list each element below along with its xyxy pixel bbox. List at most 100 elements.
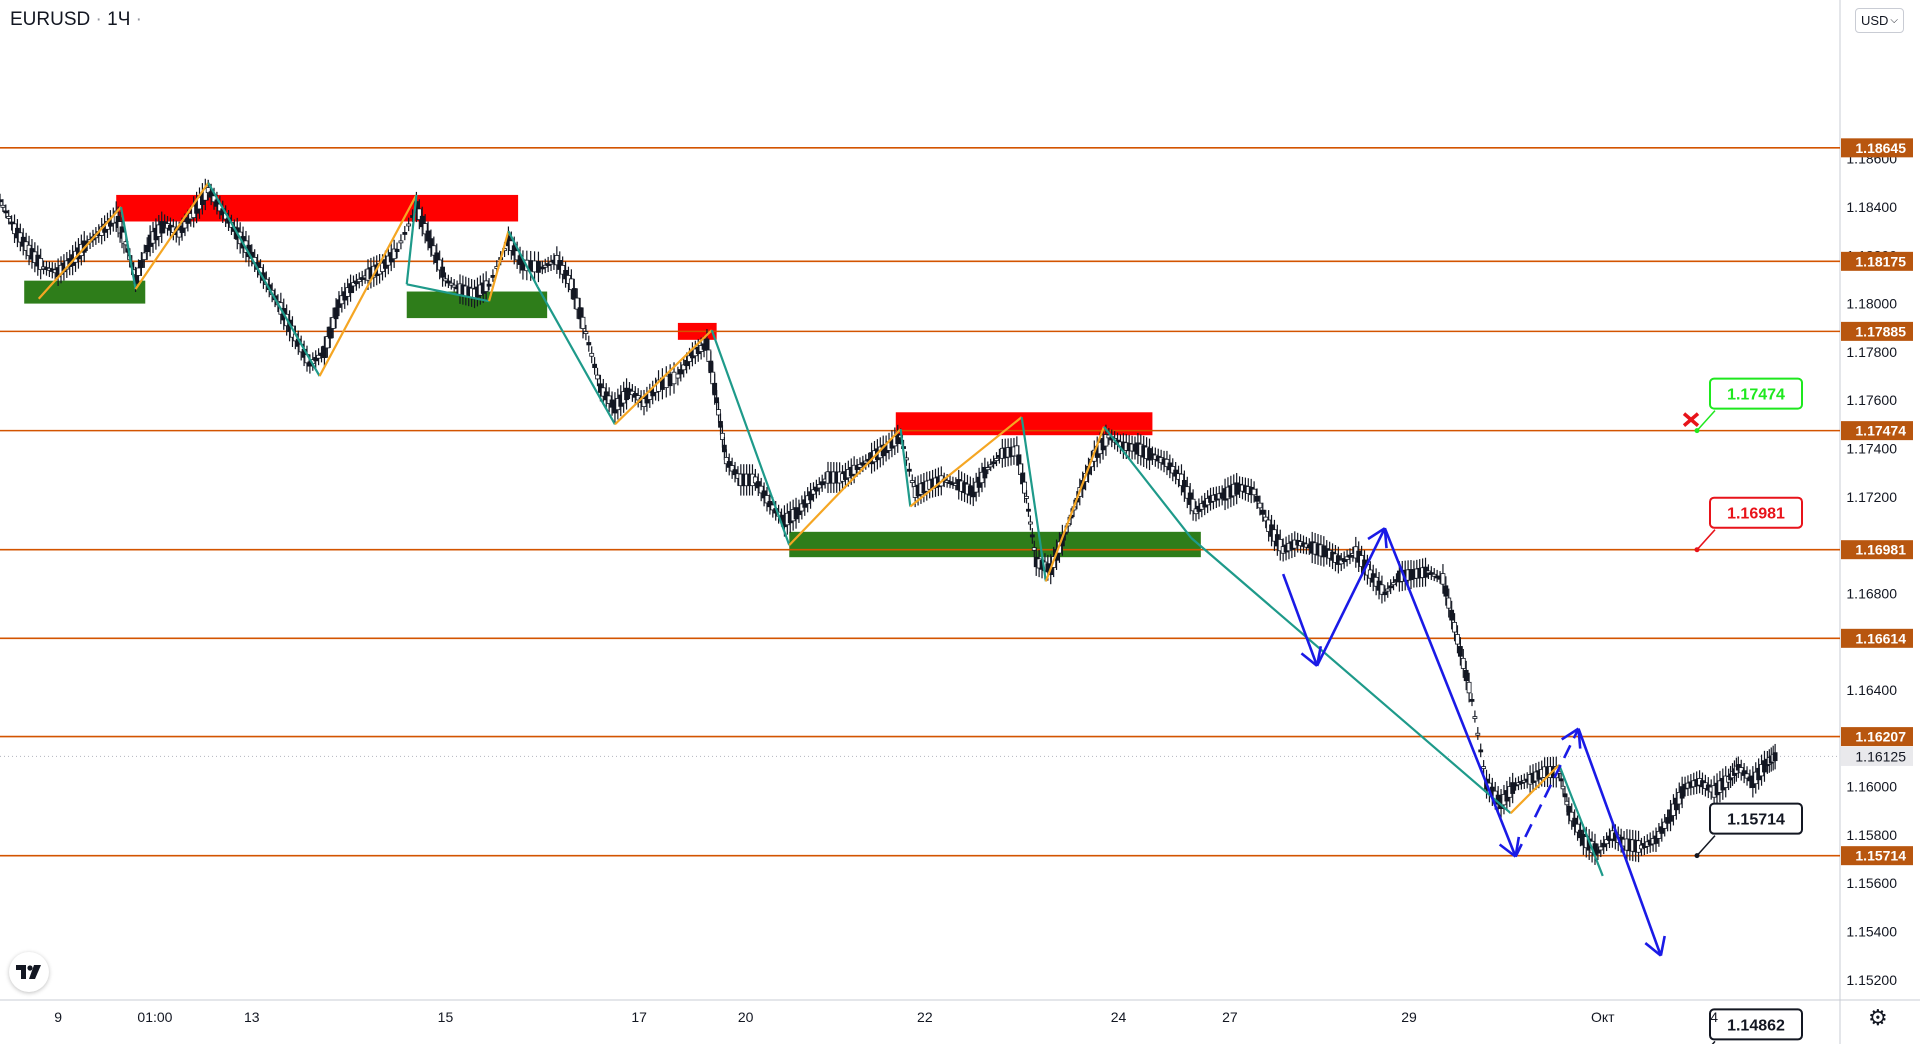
candle-body [431,245,437,256]
candle-body [38,258,44,270]
cross-stroke [1682,412,1700,427]
candle-body [813,486,819,492]
candle-body [1385,588,1391,592]
candle-body [406,223,412,227]
candle-body [486,283,492,287]
candle-body [1478,749,1484,753]
candle-body [764,495,770,504]
candle-body [1029,534,1035,538]
candle-body [144,244,150,253]
chevron-down-icon: ⌵ [1890,15,1899,26]
candle-body [1472,716,1478,719]
candle-body [1103,434,1109,447]
candle-body [176,229,182,238]
time-tick-label: 4 [1710,1009,1718,1025]
candle-body [138,260,144,268]
candle-body [445,280,451,284]
candle-body [1251,488,1257,496]
candle-body [720,432,725,440]
candle-body [182,221,188,229]
price-tick-label: 1.17200 [1846,489,1897,505]
candle-body [985,467,991,471]
candle-body [136,267,141,276]
arrowhead [1498,843,1517,858]
candle-body [451,284,457,288]
candle-body [1452,621,1457,633]
candle-body [583,331,589,335]
candle-body [1466,681,1472,694]
up-leg-line [1509,764,1560,814]
candle-body [1379,584,1385,595]
tradingview-logo-icon[interactable] [9,952,49,992]
candle-body [1254,495,1260,502]
candle-body [714,397,720,404]
level-tag-label: 1.16981 [1855,542,1906,558]
target-callout[interactable]: 1.15714 [1694,802,1803,859]
time-tick-label: 15 [438,1009,454,1025]
timeframe-label[interactable]: 1Ч [107,9,131,30]
candle-body [1173,469,1179,477]
level-tag-label: 1.15714 [1855,848,1906,864]
support-zone [24,280,146,304]
price-tick-label: 1.16400 [1846,682,1897,698]
candle-body [1391,582,1396,586]
price-series [0,178,1778,865]
candle-body [1440,573,1446,585]
candle-body [586,342,592,346]
level-price-tag: 1.17474 [1841,421,1913,441]
candle-body [1457,646,1463,657]
cross-icon [1682,412,1700,427]
candle-body [1024,496,1029,499]
candle-body [322,345,327,359]
candle-body [1179,473,1184,487]
level-tag-label: 1.18175 [1855,253,1906,269]
candle-body [1738,767,1744,774]
candle-body [816,484,822,489]
candle-body [732,469,738,476]
candle-body [811,489,816,495]
level-tag-label: 1.17474 [1855,423,1906,439]
candle-body [141,252,147,261]
candle-body [448,282,454,286]
candle-body [1277,539,1283,552]
candle-body [428,238,434,249]
candle-body [1260,509,1266,515]
candle-body [758,485,764,494]
forecast-leg [1514,728,1580,858]
current-price-tag: 1.16125 [1841,746,1913,766]
level-price-tag: 1.18645 [1841,138,1913,158]
up-leg-line [134,182,210,290]
target-callout[interactable]: 1.16981 [1694,496,1803,553]
candle-body [211,195,217,203]
candle-body [1028,521,1033,525]
candle-body [1510,782,1516,794]
candle-body [624,387,629,401]
time-tick-label: 9 [54,1009,62,1025]
currency-button[interactable]: USD ⌵ [1855,8,1904,33]
candle-body [819,481,825,486]
time-tick-label: 20 [738,1009,754,1025]
candle-body [1481,766,1487,769]
price-tick-label: 1.17400 [1846,441,1897,457]
price-tick-label: 1.15800 [1846,827,1897,843]
target-callout[interactable]: 1.17474 [1682,377,1803,434]
gear-icon[interactable]: ⚙ [1868,1005,1888,1030]
target-callout[interactable]: 1.14862 [1695,1008,1803,1044]
time-tick-label: Окт [1591,1009,1615,1025]
candle-body [1428,572,1434,575]
candle-body [159,221,165,234]
arrowhead [1561,727,1580,741]
callout-label: 1.14862 [1727,1017,1785,1034]
candle-body [185,217,191,224]
candle-body [391,248,397,260]
candle-body [1772,752,1778,762]
candle-body [416,208,422,220]
down-leg-line [507,230,539,288]
candle-body [906,468,912,472]
price-tick-label: 1.15600 [1846,875,1897,891]
candle-body [6,216,12,219]
candle-body [752,476,758,484]
header-dot: · [135,9,142,30]
